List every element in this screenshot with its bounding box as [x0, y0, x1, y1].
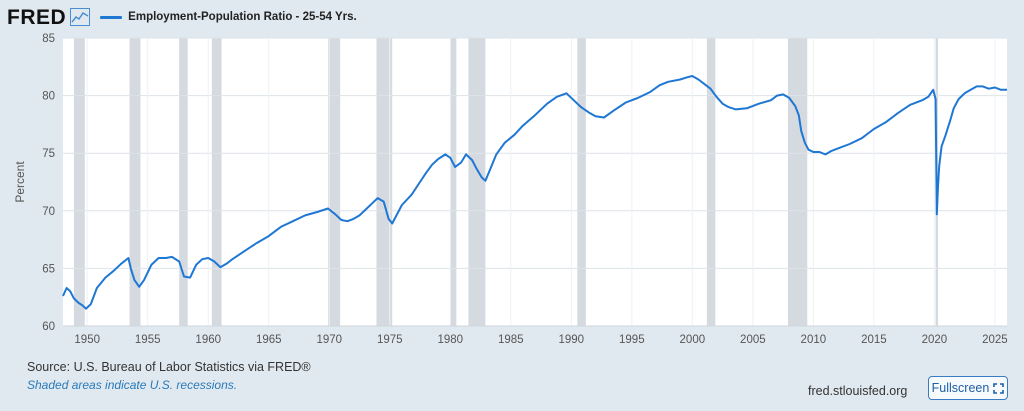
x-tick-label: 2025	[982, 334, 1008, 346]
fred-logo[interactable]: FRED	[7, 5, 67, 29]
source-name: U.S. Bureau of Labor Statistics via FRED…	[73, 360, 311, 374]
site-url[interactable]: fred.stlouisfed.org	[808, 384, 908, 398]
x-tick-label: 1995	[619, 334, 645, 346]
recession-note: Shaded areas indicate U.S. recessions.	[27, 378, 238, 392]
y-tick-label: 85	[42, 33, 55, 45]
y-tick-label: 65	[42, 263, 55, 275]
recession-band	[450, 38, 457, 326]
source-text: Source: U.S. Bureau of Labor Statistics …	[27, 360, 311, 374]
x-tick-label: 1985	[498, 334, 524, 346]
chart-header: FRED Employment-Population Ratio - 25-54…	[7, 5, 357, 29]
chart-legend: Employment-Population Ratio - 25-54 Yrs.	[100, 11, 357, 23]
series-lines	[62, 75, 1007, 310]
y-tick-label: 80	[42, 91, 55, 103]
recession-band	[577, 38, 586, 326]
recession-band	[706, 38, 716, 326]
tick-labels: 60 65 70 75 80 85 1950 1955 1960 1965 1970 1975 1980…	[42, 33, 1007, 346]
y-tick-label: 60	[42, 321, 55, 333]
recession-band	[787, 38, 808, 326]
x-tick-label: 2015	[861, 334, 887, 346]
recession-band	[328, 38, 341, 326]
line-graph-icon	[70, 8, 91, 26]
legend-label: Employment-Population Ratio - 25-54 Yrs.	[128, 11, 357, 23]
x-tick-label: 1965	[256, 334, 282, 346]
x-tick-label: 1955	[135, 334, 161, 346]
y-tick-label: 70	[42, 206, 55, 218]
x-tick-label: 1975	[377, 334, 403, 346]
x-tick-label: 2010	[801, 334, 827, 346]
x-tick-label: 1980	[437, 334, 463, 346]
legend-swatch	[100, 15, 123, 19]
series-line	[62, 75, 1007, 310]
recession-band	[179, 38, 188, 326]
x-tick-label: 2000	[680, 334, 706, 346]
expand-icon	[993, 382, 1005, 394]
recession-band	[211, 38, 222, 326]
x-tick-label: 2005	[740, 334, 766, 346]
recession-bands	[63, 38, 1007, 326]
y-tick-label: 75	[42, 148, 55, 160]
recession-band	[468, 38, 486, 326]
x-tick-label: 1950	[74, 334, 100, 346]
grid-lines	[63, 37, 1007, 327]
x-tick-label: 2020	[922, 334, 948, 346]
y-axis-label: Percent	[13, 161, 27, 203]
x-tick-label: 1960	[195, 334, 221, 346]
fullscreen-label: Fullscreen	[931, 381, 990, 395]
recession-band	[376, 38, 393, 326]
fullscreen-button[interactable]: Fullscreen	[928, 376, 1008, 400]
recession-band	[73, 38, 85, 326]
recession-band	[129, 38, 141, 326]
plot-area	[63, 38, 1007, 326]
x-tick-label: 1970	[316, 334, 342, 346]
x-tick-label: 1990	[559, 334, 585, 346]
